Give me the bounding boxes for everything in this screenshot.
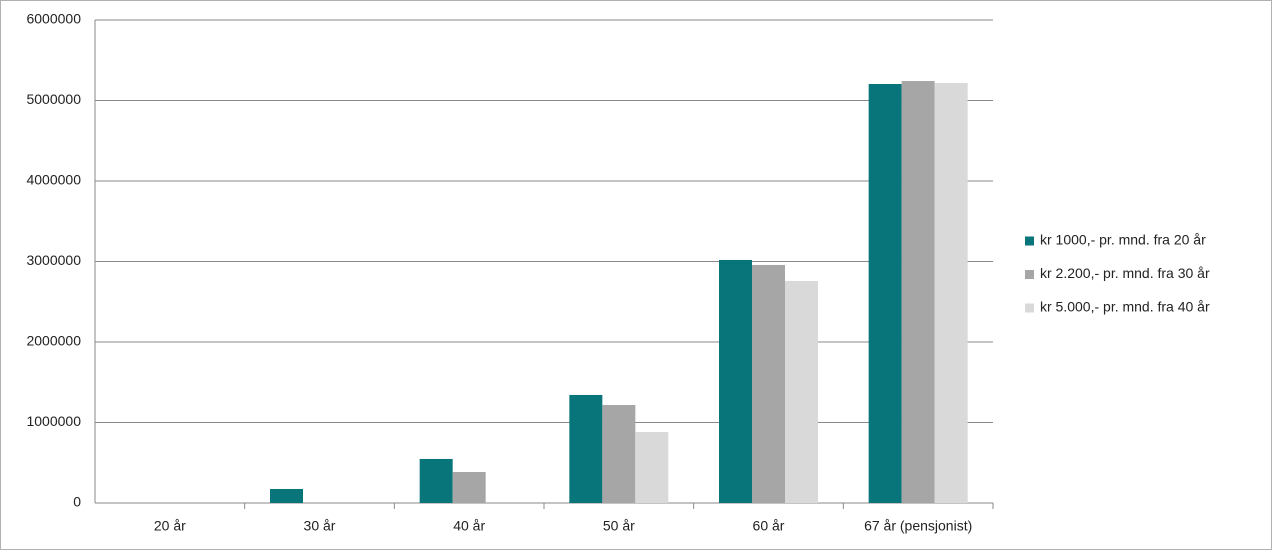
- x-tick-label: 40 år: [453, 518, 485, 534]
- bar: [868, 83, 902, 503]
- legend-swatch: [1025, 303, 1034, 313]
- bar: [934, 83, 968, 504]
- bar: [901, 81, 935, 504]
- y-tick-label: 5000000: [26, 91, 81, 107]
- x-tick-label: 60 år: [753, 518, 785, 534]
- legend-label: kr 1000,- pr. mnd. fra 20 år: [1040, 232, 1206, 248]
- legend-label: kr 2.200,- pr. mnd. fra 30 år: [1040, 265, 1210, 281]
- bar: [270, 488, 303, 503]
- x-tick-label: 67 år (pensjonist): [864, 518, 972, 534]
- bar: [785, 280, 818, 503]
- bar: [419, 458, 453, 503]
- y-tick-label: 2000000: [26, 333, 81, 349]
- y-tick-label: 6000000: [26, 11, 81, 27]
- bar: [452, 472, 486, 503]
- bar: [569, 394, 603, 503]
- legend-label: kr 5.000,- pr. mnd. fra 40 år: [1040, 299, 1210, 315]
- x-tick-label: 20 år: [154, 518, 186, 534]
- x-tick-label: 50 år: [603, 518, 635, 534]
- x-tick-label: 30 år: [304, 518, 336, 534]
- y-tick-label: 1000000: [26, 413, 81, 429]
- bar: [752, 264, 785, 503]
- legend-swatch: [1025, 236, 1034, 246]
- y-tick-label: 0: [73, 494, 81, 510]
- legend-swatch: [1025, 270, 1034, 279]
- bar: [602, 405, 636, 503]
- y-tick-label: 3000000: [26, 252, 81, 268]
- bar: [719, 259, 752, 503]
- bar: [635, 431, 669, 503]
- y-tick-label: 4000000: [26, 172, 81, 188]
